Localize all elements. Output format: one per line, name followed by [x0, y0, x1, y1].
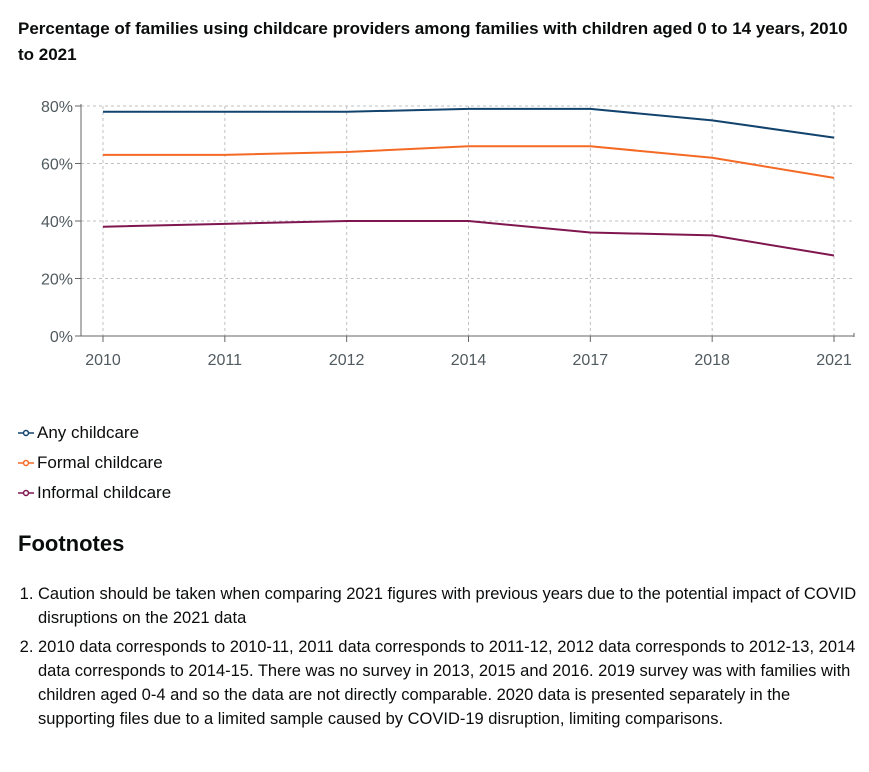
series-line-formal-childcare — [103, 145, 835, 179]
axes: 0% 20% 40% 60% 80% 2010 2011 2012 2014 2017 2018 20… — [41, 99, 855, 369]
y-tick-label: 60% — [41, 157, 73, 174]
x-tick-label: 2014 — [451, 352, 487, 369]
legend-item: Formal childcare — [18, 448, 171, 478]
x-tick-label: 2011 — [208, 352, 243, 369]
footnotes-list: Caution should be taken when comparing 2… — [18, 582, 858, 736]
y-tick-label: 80% — [41, 99, 73, 116]
y-tick-label: 0% — [50, 329, 73, 346]
grid — [81, 105, 854, 336]
legend-item: Informal childcare — [18, 478, 171, 508]
y-tick-label: 20% — [41, 272, 73, 289]
x-tick-label: 2012 — [329, 352, 365, 369]
chart-legend: Any childcare Formal childcare Informal ch… — [18, 418, 171, 508]
series-line-informal-childcare — [102, 220, 835, 257]
x-tick-label: 2017 — [573, 352, 609, 369]
series-lines — [102, 107, 835, 257]
legend-label: Formal childcare — [37, 453, 163, 472]
footnote-item: Caution should be taken when comparing 2… — [38, 582, 858, 630]
chart-title: Percentage of families using childcare p… — [18, 19, 848, 64]
legend-line-marker-icon — [18, 459, 34, 467]
footnote-item: 2010 data corresponds to 2010-11, 2011 d… — [38, 635, 858, 731]
x-tick-label: 2021 — [816, 352, 852, 369]
y-tick-label: 40% — [41, 214, 73, 231]
legend-label: Informal childcare — [37, 483, 172, 502]
series-line-any-childcare — [103, 107, 835, 139]
line-chart: 0% 20% 40% 60% 80% 2010 2011 2012 2014 2017 2018 20… — [41, 99, 855, 369]
footnotes-heading: Footnotes — [18, 531, 125, 556]
legend-label: Any childcare — [37, 423, 140, 442]
legend-line-marker-icon — [18, 489, 34, 497]
legend-item: Any childcare — [18, 418, 171, 448]
x-tick-label: 2018 — [694, 352, 730, 369]
legend-line-marker-icon — [18, 429, 34, 437]
x-tick-label: 2010 — [85, 352, 121, 369]
